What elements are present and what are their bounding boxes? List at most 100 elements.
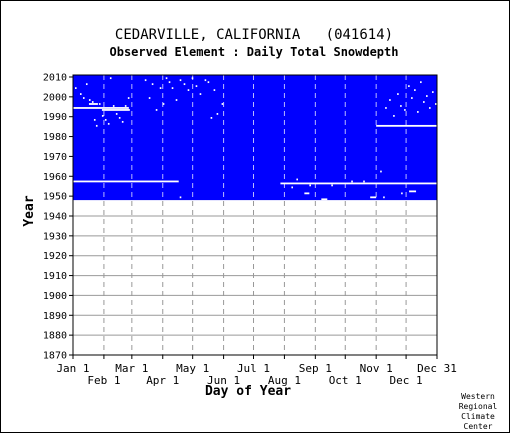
- missing-point: [179, 79, 182, 82]
- missing-point: [93, 118, 96, 121]
- missing-point: [151, 83, 154, 86]
- missing-point: [165, 77, 168, 80]
- x-tick-label: Oct 1: [329, 374, 362, 387]
- chart-subtitle: Observed Element : Daily Total Snowdepth: [110, 45, 399, 59]
- missing-point: [124, 105, 127, 107]
- missing-point: [187, 89, 190, 91]
- y-tick-label: 1950: [43, 192, 67, 203]
- missing-point: [195, 85, 198, 88]
- x-tick-label: Mar 1: [115, 362, 148, 375]
- missing-point: [115, 113, 118, 115]
- missing-point: [385, 107, 387, 109]
- missing-point: [432, 91, 434, 93]
- missing-point: [309, 184, 311, 187]
- x-tick-label: May 1: [176, 362, 209, 375]
- missing-point: [155, 109, 158, 111]
- y-tick-label: 1960: [43, 172, 67, 183]
- missing-point: [82, 97, 85, 99]
- missing-point: [191, 77, 194, 80]
- missing-point: [112, 105, 115, 107]
- x-tick-label: Jun 1: [207, 374, 240, 387]
- missing-point: [79, 93, 82, 95]
- missing-point: [74, 87, 77, 90]
- y-tick-label: 1980: [43, 132, 67, 143]
- x-tick-label: Feb 1: [87, 374, 120, 387]
- missing-point: [429, 107, 431, 109]
- chart-title: CEDARVILLE, CALIFORNIA (041614): [115, 27, 393, 43]
- missing-run: [321, 198, 328, 201]
- missing-point: [213, 89, 216, 91]
- missing-point: [95, 124, 98, 127]
- missing-run: [409, 190, 417, 193]
- missing-run: [304, 192, 310, 195]
- missing-point: [104, 118, 107, 121]
- missing-point: [420, 81, 422, 84]
- missing-point: [127, 97, 130, 99]
- x-tick-label: Apr 1: [146, 374, 179, 387]
- missing-point: [331, 184, 333, 187]
- y-axis-label: Year: [22, 195, 37, 226]
- missing-point: [98, 103, 101, 105]
- missing-point: [400, 105, 402, 107]
- missing-point: [183, 83, 186, 86]
- credit-line: Center: [464, 422, 493, 431]
- missing-point: [221, 103, 224, 105]
- missing-point: [88, 99, 91, 101]
- missing-point: [91, 101, 94, 103]
- missing-point: [393, 115, 395, 117]
- missing-point: [417, 111, 419, 113]
- missing-point: [414, 89, 416, 91]
- missing-run: [370, 196, 377, 199]
- missing-run: [73, 180, 179, 183]
- missing-run: [376, 124, 437, 127]
- y-tick-label: 1870: [43, 351, 67, 362]
- missing-run: [88, 103, 98, 105]
- missing-point: [148, 97, 151, 99]
- missing-point: [435, 103, 437, 105]
- credit-line: Regional: [459, 402, 498, 411]
- missing-run: [101, 109, 130, 111]
- y-tick-label: 1930: [43, 231, 67, 242]
- missing-point: [175, 99, 178, 101]
- missing-point: [210, 117, 213, 119]
- missing-point: [144, 79, 147, 82]
- missing-point: [351, 180, 353, 183]
- missing-point: [404, 109, 406, 111]
- missing-point: [426, 95, 428, 97]
- missing-point: [179, 196, 182, 199]
- missing-point: [107, 122, 110, 125]
- y-tick-label: 2000: [43, 92, 67, 103]
- missing-point: [85, 83, 88, 86]
- y-tick-label: 1990: [43, 112, 67, 123]
- x-tick-label: Dec 1: [390, 374, 423, 387]
- x-axis-label: Day of Year: [205, 384, 291, 399]
- missing-run: [73, 107, 129, 109]
- x-tick-label: Jul 1: [237, 362, 270, 375]
- missing-point: [159, 87, 162, 90]
- plot-area: 2010 2000 1990 1980 1970 1960 1950 1940 1930 1920…: [43, 72, 457, 387]
- missing-point: [118, 117, 121, 119]
- x-tick-label: Nov 1: [360, 362, 393, 375]
- missing-point: [171, 87, 174, 90]
- x-tick-label: Jan 1: [56, 362, 89, 375]
- missing-point: [207, 81, 210, 84]
- y-tick-label: 1970: [43, 152, 67, 163]
- missing-run: [280, 182, 437, 185]
- missing-point: [204, 79, 207, 82]
- missing-point: [423, 101, 425, 103]
- credit-line: Western: [461, 392, 495, 401]
- missing-point: [101, 115, 104, 117]
- missing-point: [216, 113, 219, 115]
- y-tick-label: 1910: [43, 271, 67, 282]
- missing-point: [389, 99, 391, 101]
- y-tick-label: 1880: [43, 331, 67, 342]
- missing-point: [291, 186, 293, 189]
- missing-point: [380, 170, 382, 173]
- missing-point: [383, 196, 385, 199]
- x-tick-label: Aug 1: [268, 374, 301, 387]
- missing-point: [397, 93, 399, 95]
- plot-border: [72, 74, 438, 356]
- y-tick-label: 1890: [43, 311, 67, 322]
